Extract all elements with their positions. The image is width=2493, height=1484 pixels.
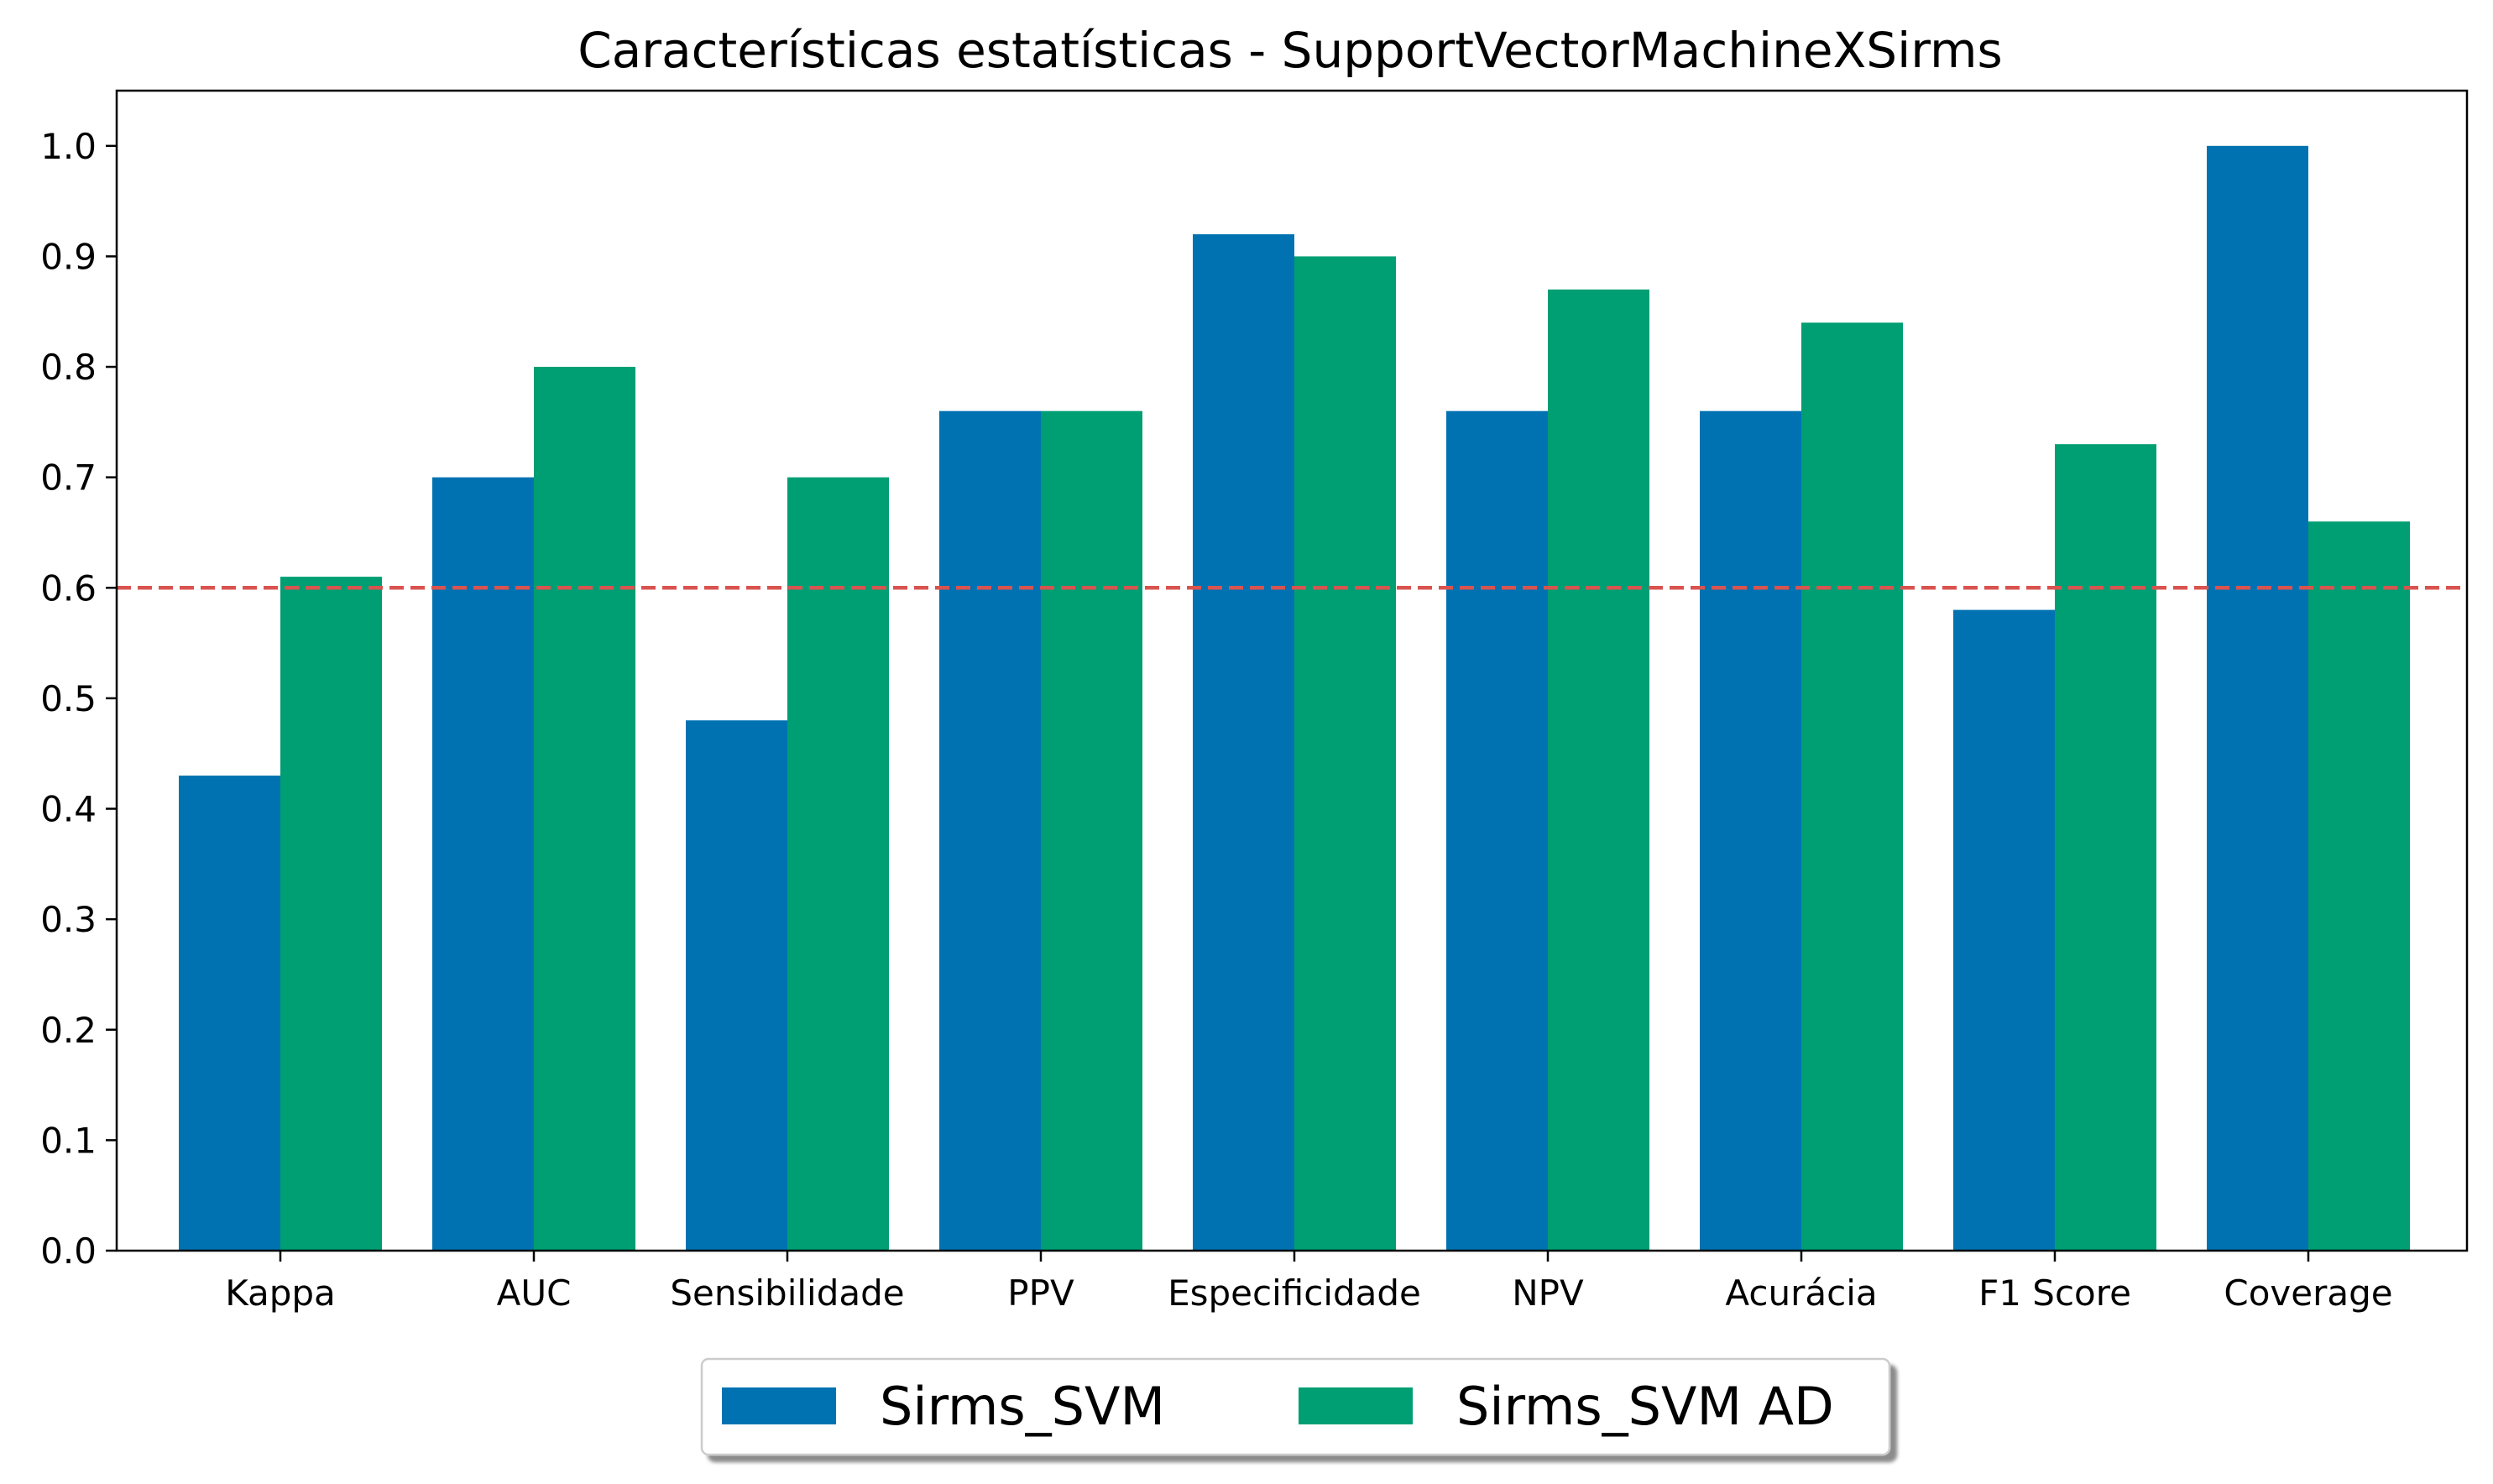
chart-title: Características estatísticas - SupportVe… xyxy=(578,22,2003,79)
legend-swatch-sirms-svm-ad xyxy=(1299,1387,1413,1424)
bar-sirms-svm-f1-score xyxy=(1953,609,2055,1251)
bar-sirms-svm-acur-cia xyxy=(1700,410,1801,1251)
y-tick-label: 0.6 xyxy=(40,567,97,609)
y-tick-label: 0.9 xyxy=(40,236,97,277)
y-tick-label: 0.7 xyxy=(40,457,97,499)
bar-sirms-svm-ad-acur-cia xyxy=(1801,322,1903,1251)
bar-sirms-svm-sensibilidade xyxy=(686,720,787,1251)
bar-sirms-svm-coverage xyxy=(2207,145,2308,1251)
y-tick-label: 0.5 xyxy=(40,678,97,719)
x-tick-label: Especificidade xyxy=(1168,1272,1421,1314)
legend: Sirms_SVM Sirms_SVM AD xyxy=(700,1357,1891,1456)
bar-sirms-svm-ppv xyxy=(939,410,1041,1251)
legend-box xyxy=(700,1357,1891,1456)
bar-sirms-svm-ad-sensibilidade xyxy=(787,477,889,1251)
plot-frame xyxy=(115,89,2469,1252)
bar-sirms-svm-auc xyxy=(432,477,534,1251)
x-tick-label: AUC xyxy=(497,1272,572,1314)
bar-sirms-svm-ad-f1-score xyxy=(2055,444,2156,1251)
legend-swatch-sirms-svm xyxy=(722,1387,836,1424)
x-tick-label: Sensibilidade xyxy=(670,1272,904,1314)
y-tick-label: 0.3 xyxy=(40,899,97,940)
bar-sirms-svm-ad-coverage xyxy=(2308,521,2410,1251)
bar-sirms-svm-especificidade xyxy=(1193,234,1294,1251)
bar-sirms-svm-ad-ppv xyxy=(1041,410,1142,1251)
bar-sirms-svm-ad-auc xyxy=(534,367,635,1251)
y-tick-label: 0.2 xyxy=(40,1010,97,1051)
bar-sirms-svm-ad-npv xyxy=(1548,289,1649,1251)
x-tick-label: F1 Score xyxy=(1978,1272,2131,1314)
bar-sirms-svm-kappa xyxy=(179,776,280,1251)
plot-area: 0.0 0.1 0.2 0.3 0.4 0.5 0.6 0.7 0.8 0.9 1.0 Kappa AU… xyxy=(40,126,2467,1314)
y-tick-label: 0.4 xyxy=(40,789,97,830)
bar-sirms-svm-ad-kappa xyxy=(280,577,382,1251)
bar-sirms-svm-npv xyxy=(1446,410,1548,1251)
x-tick-label: Kappa xyxy=(225,1272,336,1314)
y-tick-label: 1.0 xyxy=(40,126,97,167)
y-tick-label: 0.8 xyxy=(40,347,97,388)
bar-sirms-svm-ad-especificidade xyxy=(1294,256,1396,1251)
y-tick-label: 0.0 xyxy=(40,1231,97,1272)
x-tick-label: Acurácia xyxy=(1725,1272,1877,1314)
x-tick-label: Coverage xyxy=(2224,1272,2392,1314)
y-tick-label: 0.1 xyxy=(40,1120,97,1161)
legend-label-sirms-svm: Sirms_SVM xyxy=(880,1376,1165,1437)
x-tick-label: NPV xyxy=(1512,1272,1584,1314)
x-tick-label: PPV xyxy=(1007,1272,1074,1314)
legend-label-sirms-svm-ad: Sirms_SVM AD xyxy=(1456,1376,1834,1437)
